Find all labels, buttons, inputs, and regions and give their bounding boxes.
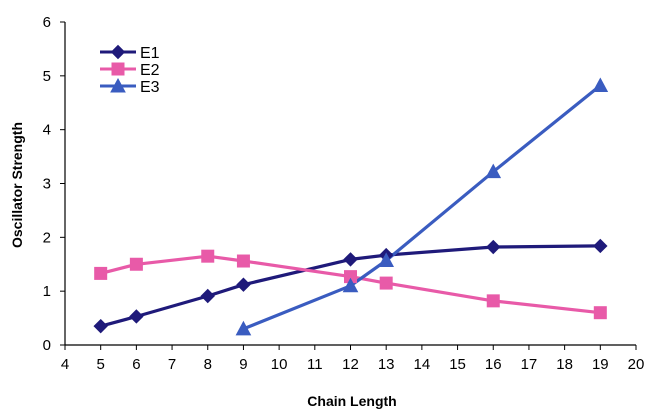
x-tick-label: 19: [592, 356, 609, 373]
x-axis-label: Chain Length: [307, 393, 396, 409]
data-point-e1: [594, 239, 607, 252]
x-tick-label: 6: [132, 356, 140, 373]
data-point-e1: [94, 320, 107, 333]
series-markers: [94, 79, 607, 335]
data-point-e1: [237, 278, 250, 291]
data-point-e1: [487, 241, 500, 254]
x-tick-label: 12: [342, 356, 359, 373]
legend-label-e1: E1: [140, 45, 160, 62]
legend: E1E2E3: [100, 45, 160, 96]
data-point-e2: [487, 295, 499, 307]
x-tick-label: 14: [414, 356, 431, 373]
x-tick-label: 17: [521, 356, 538, 373]
data-point-e2: [380, 277, 392, 289]
x-tick-label: 9: [239, 356, 247, 373]
series-lines: [101, 86, 601, 329]
x-tick-label: 18: [556, 356, 573, 373]
y-tick-label: 6: [43, 14, 51, 31]
x-tick-label: 8: [204, 356, 212, 373]
y-tick-label: 4: [43, 122, 51, 139]
legend-marker-e1: [112, 46, 125, 59]
y-tick-label: 5: [43, 68, 51, 85]
y-tick-label: 1: [43, 283, 51, 300]
data-point-e2: [202, 250, 214, 262]
y-tick-label: 2: [43, 229, 51, 246]
x-tick-label: 20: [628, 356, 645, 373]
y-axis-label: Oscillator Strength: [9, 122, 25, 248]
x-tick-label: 15: [449, 356, 466, 373]
x-tick-label: 7: [168, 356, 176, 373]
data-point-e2: [594, 307, 606, 319]
data-point-e1: [344, 253, 357, 266]
x-tick-label: 5: [97, 356, 105, 373]
x-tick-label: 11: [307, 356, 323, 373]
x-tick-label: 16: [485, 356, 502, 373]
legend-marker-e2: [112, 63, 124, 75]
series-line-e3: [243, 86, 600, 329]
data-point-e1: [130, 310, 143, 323]
data-point-e2: [95, 267, 107, 279]
data-point-e2: [237, 255, 249, 267]
data-point-e2: [130, 258, 142, 270]
x-tick-label: 4: [61, 356, 69, 373]
y-tick-label: 0: [43, 337, 51, 354]
data-point-e1: [201, 290, 214, 303]
legend-label-e3: E3: [140, 79, 160, 96]
y-tick-label: 3: [43, 176, 51, 193]
data-point-e3: [593, 79, 607, 92]
legend-label-e2: E2: [140, 62, 160, 79]
x-tick-label: 13: [378, 356, 395, 373]
x-tick-label: 10: [271, 356, 288, 373]
